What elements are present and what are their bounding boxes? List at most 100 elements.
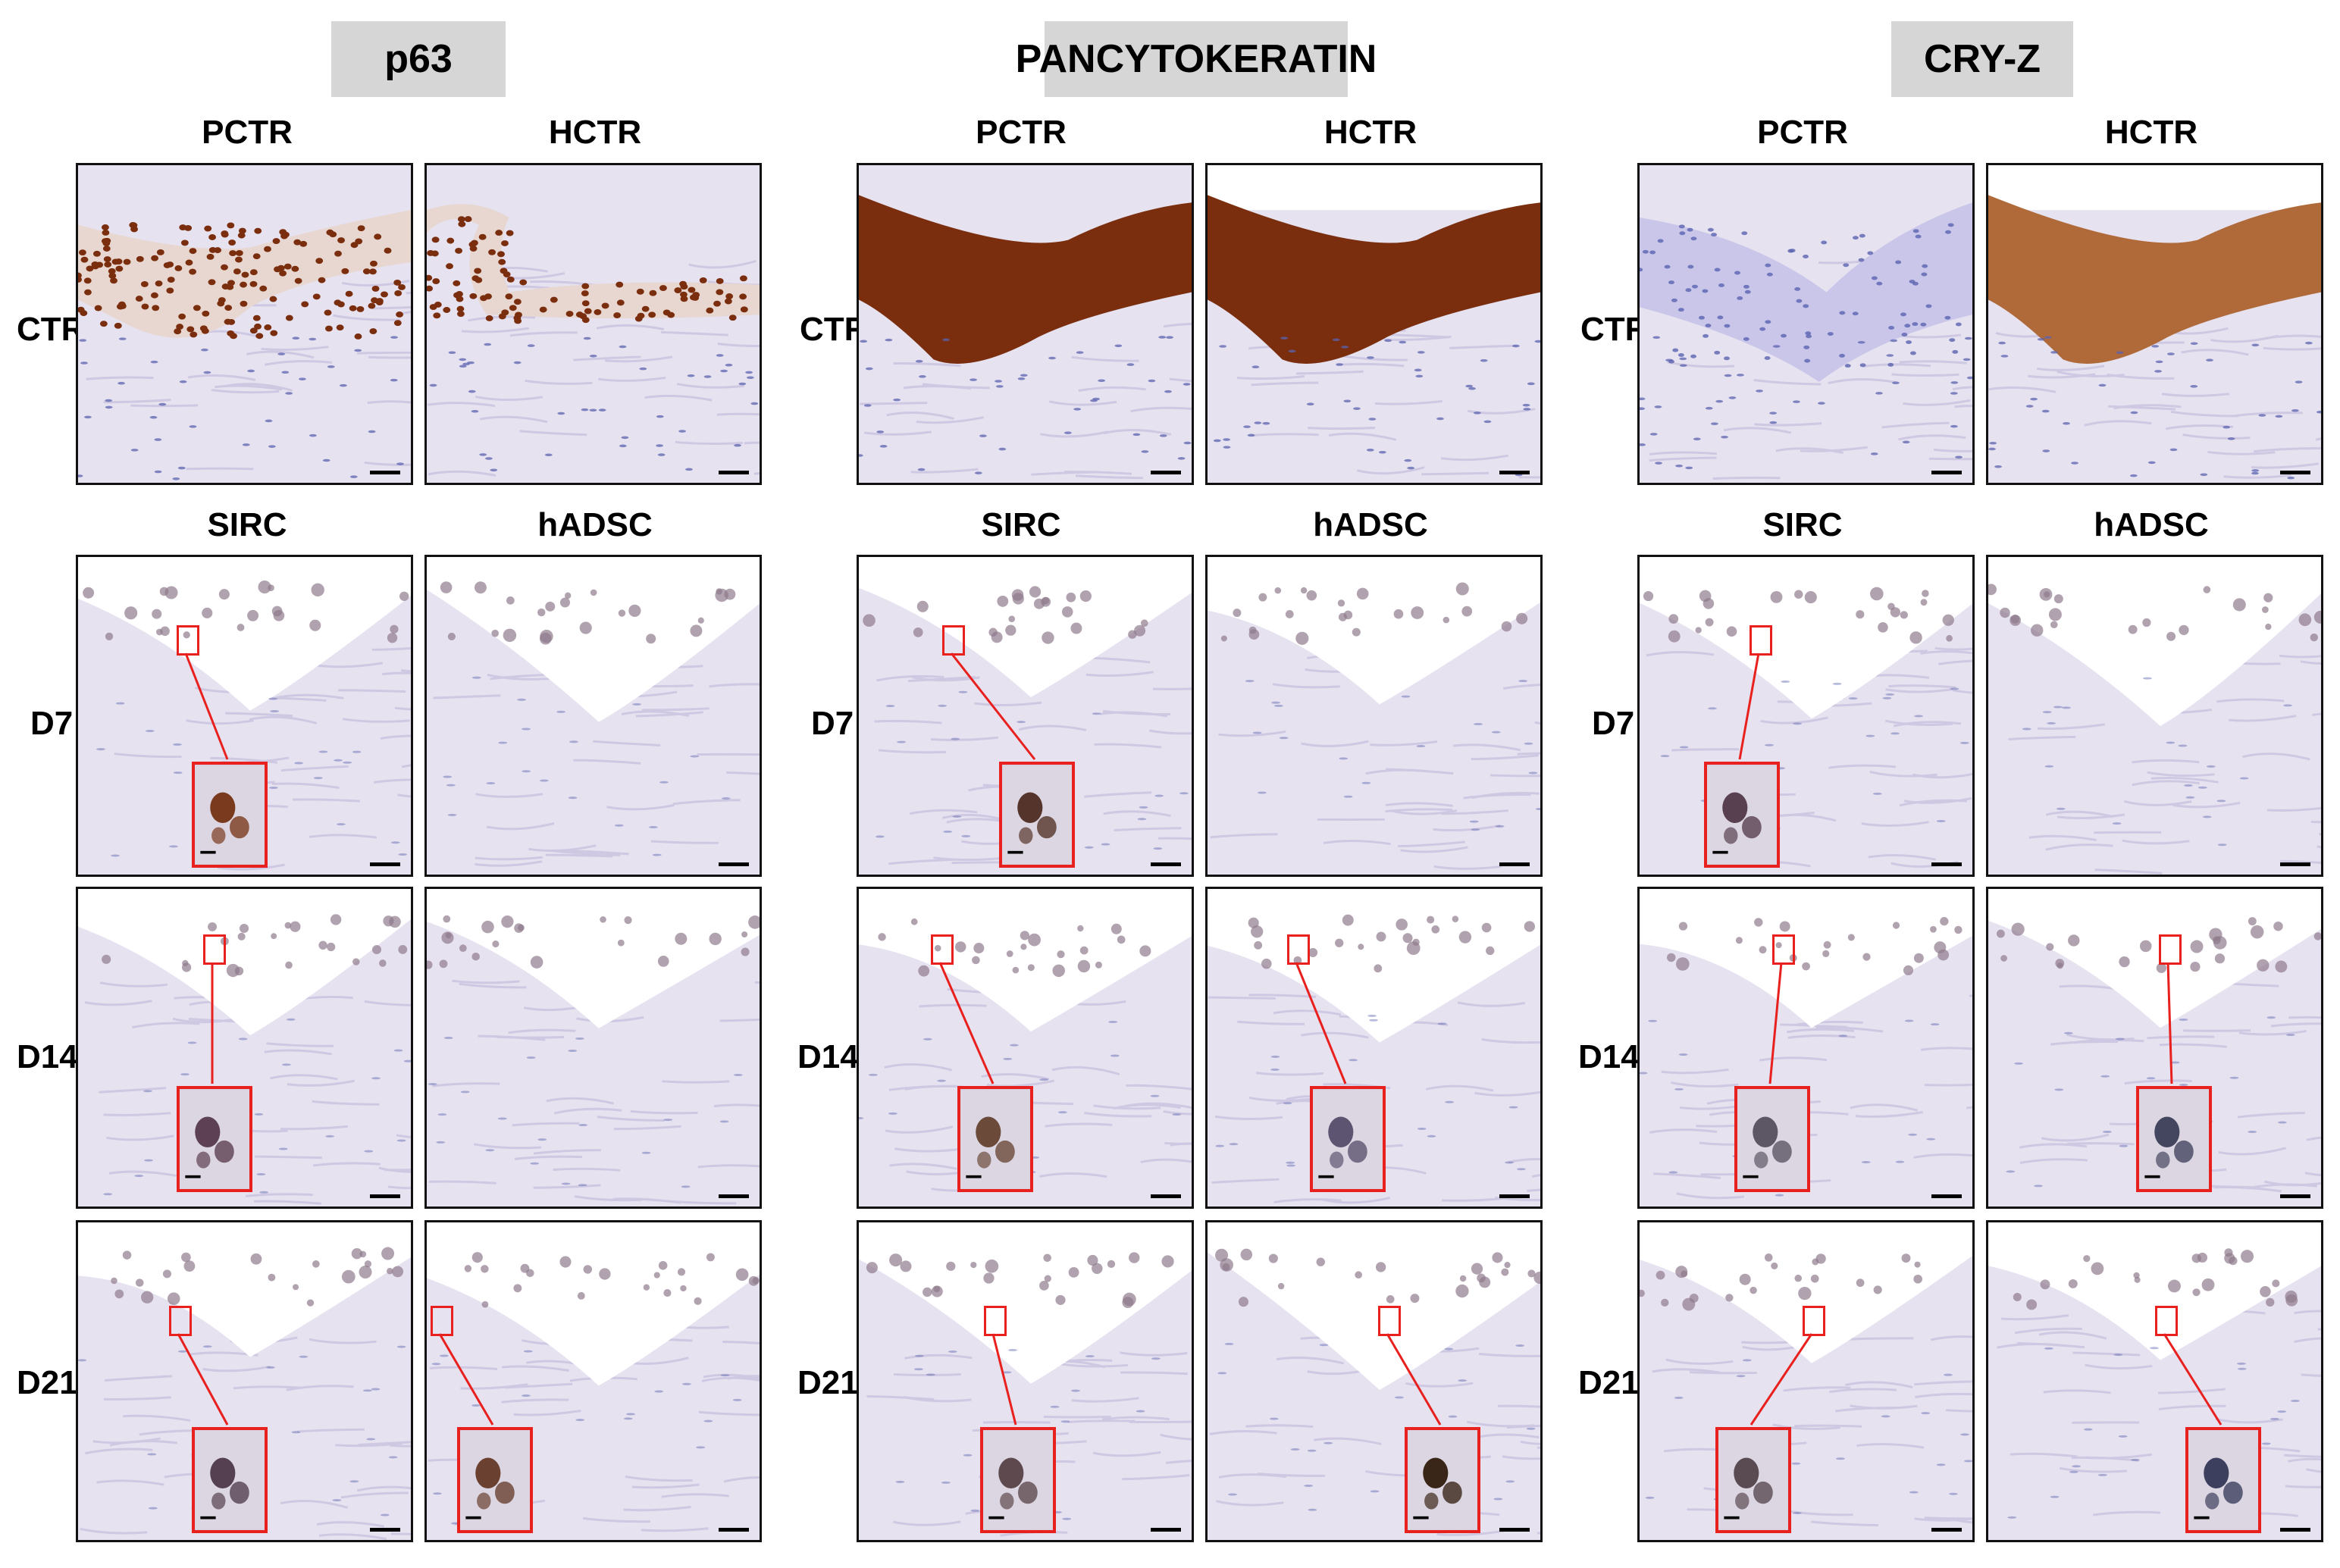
micrograph-panel [1637, 1220, 1975, 1542]
col-label-hadsc: hADSC [2094, 506, 2209, 543]
inset-cells-image [2188, 1431, 2258, 1529]
scale-bar [2280, 1194, 2310, 1198]
tissue-image [1208, 1222, 1540, 1540]
tissue-image [1208, 165, 1540, 483]
scale-bar [1931, 1194, 1962, 1198]
inset-cells-image [195, 765, 265, 864]
row-label-d14: D14 [17, 1038, 78, 1075]
row-label-d14: D14 [1578, 1038, 1640, 1075]
magnified-inset [1310, 1086, 1386, 1192]
micrograph-panel [1637, 555, 1975, 877]
tissue-image [427, 165, 760, 483]
scale-bar [370, 471, 400, 474]
micrograph-panel [857, 887, 1194, 1209]
region-of-interest-box [1803, 1306, 1825, 1336]
region-of-interest-box [1378, 1306, 1401, 1336]
tissue-image [1640, 1222, 1972, 1540]
micrograph-panel [76, 1220, 413, 1542]
inset-cells-image [1313, 1090, 1383, 1188]
micrograph-panel [1986, 887, 2323, 1209]
tissue-image [859, 1222, 1192, 1540]
tissue-image [427, 557, 760, 875]
scale-bar [1151, 862, 1181, 866]
region-of-interest-box [931, 934, 954, 965]
magnified-inset [980, 1427, 1056, 1533]
row-label-d7: D7 [1592, 705, 1635, 742]
region-of-interest-box [1287, 934, 1310, 965]
row-label-d14: D14 [797, 1038, 859, 1075]
magnified-inset [2136, 1086, 2212, 1192]
micrograph-panel [1637, 887, 1975, 1209]
micrograph-panel [1205, 1220, 1543, 1542]
magnified-inset [1704, 762, 1780, 868]
scale-bar [2280, 862, 2310, 866]
inset-cells-image [2139, 1090, 2209, 1188]
col-label-hctr: HCTR [2104, 114, 2198, 151]
inset-cells-image [460, 1431, 530, 1529]
tissue-image [1988, 1222, 2321, 1540]
magnified-inset [457, 1427, 533, 1533]
scale-bar [719, 1194, 749, 1198]
col-label-hctr: HCTR [1323, 114, 1417, 151]
header-p63: p63 [331, 21, 506, 97]
inset-cells-image [1718, 1431, 1788, 1529]
micrograph-panel [1205, 887, 1543, 1209]
region-of-interest-box [169, 1306, 192, 1336]
magnified-inset [999, 762, 1075, 868]
micrograph-panel [857, 1220, 1194, 1542]
micrograph-panel [424, 163, 762, 485]
magnified-inset [957, 1086, 1033, 1192]
tissue-image [427, 889, 760, 1207]
region-of-interest-box [203, 934, 226, 965]
col-label-hadsc: hADSC [537, 506, 653, 543]
region-of-interest-box [2159, 934, 2182, 965]
micrograph-panel [76, 163, 413, 485]
magnified-inset [1715, 1427, 1791, 1533]
inset-cells-image [195, 1431, 265, 1529]
region-of-interest-box [177, 625, 199, 656]
magnified-inset [192, 1427, 268, 1533]
scale-bar [1151, 1194, 1181, 1198]
magnified-inset [1734, 1086, 1810, 1192]
inset-cells-image [1408, 1431, 1477, 1529]
magnified-inset [1405, 1427, 1480, 1533]
micrograph-panel [1637, 163, 1975, 485]
header-cry-z: CRY-Z [1891, 21, 2073, 97]
inset-cells-image [1707, 765, 1777, 864]
tissue-image [1640, 557, 1972, 875]
inset-cells-image [1737, 1090, 1807, 1188]
micrograph-panel [857, 555, 1194, 877]
tissue-image [859, 165, 1192, 483]
row-label-d7: D7 [30, 705, 74, 742]
micrograph-panel [1986, 555, 2323, 877]
scale-bar [1499, 1528, 1530, 1532]
tissue-image [1208, 557, 1540, 875]
row-label-d7: D7 [811, 705, 854, 742]
micrograph-panel [76, 887, 413, 1209]
col-label-hctr: HCTR [548, 114, 642, 151]
scale-bar [1499, 862, 1530, 866]
micrograph-panel [424, 1220, 762, 1542]
scale-bar [1499, 1194, 1530, 1198]
scale-bar [370, 1528, 400, 1532]
inset-cells-image [983, 1431, 1053, 1529]
scale-bar [1151, 1528, 1181, 1532]
region-of-interest-box [1750, 625, 1772, 656]
micrograph-panel [1205, 163, 1543, 485]
micrograph-panel [424, 555, 762, 877]
scale-bar [370, 862, 400, 866]
scale-bar [719, 471, 749, 474]
scale-bar [370, 1194, 400, 1198]
inset-cells-image [180, 1090, 249, 1188]
micrograph-panel [1986, 1220, 2323, 1542]
row-label-d21: D21 [1578, 1364, 1640, 1401]
scale-bar [719, 862, 749, 866]
col-label-pctr: PCTR [976, 114, 1067, 151]
scale-bar [1499, 471, 1530, 474]
tissue-image [78, 165, 411, 483]
scale-bar [2280, 1528, 2310, 1532]
micrograph-panel [76, 555, 413, 877]
scale-bar [1931, 471, 1962, 474]
inset-cells-image [960, 1090, 1030, 1188]
tissue-image [1988, 557, 2321, 875]
